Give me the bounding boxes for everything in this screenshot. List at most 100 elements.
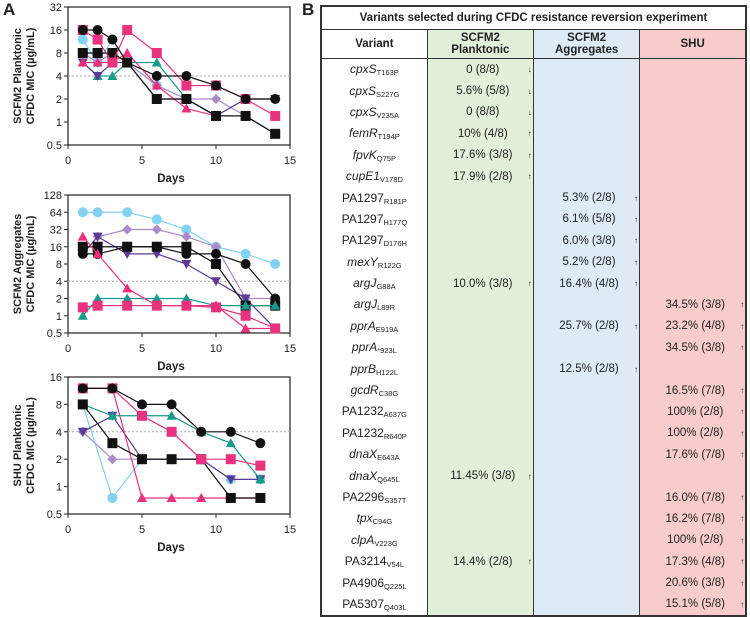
data-point — [225, 492, 236, 503]
frequency-value: 14.4% (2/8) — [453, 555, 513, 568]
data-point — [211, 248, 221, 259]
data-point — [151, 293, 162, 303]
gene-name: tpx — [356, 511, 373, 526]
data-point — [270, 128, 281, 139]
data-point — [107, 71, 118, 80]
data-point — [255, 474, 266, 484]
variant-cell: tpxC94G — [321, 508, 428, 530]
arrow-up-icon: ↑ — [634, 257, 638, 267]
mutation: *923L — [377, 346, 397, 356]
mutation: C94G — [372, 517, 393, 527]
arrow-up-icon: ↑ — [634, 214, 638, 224]
arrow-up-icon: ↑ — [740, 557, 745, 567]
data-point — [77, 25, 88, 35]
data-point — [122, 249, 133, 259]
frequency-value: 0 (8/8) — [466, 106, 500, 119]
shu-cell: 20.6% (3/8) ↑ — [639, 572, 746, 594]
shu-cell — [639, 58, 746, 81]
arrow-up-icon: ↑ — [740, 493, 745, 502]
y-axis-title: CFDC MIC (µg/mL) — [25, 27, 37, 124]
variant-cell: fpvKQ75P — [321, 144, 428, 166]
mutation: H122L — [376, 367, 399, 377]
data-point — [151, 94, 162, 104]
y-axis-title: SCFM2 Aggregates — [12, 214, 24, 314]
frequency-value: 17.3% (4/8) — [665, 555, 725, 568]
header-scfm2-aggregates: SCFM2 Aggregates — [533, 29, 641, 59]
variant-cell: cpxSV235A — [321, 101, 428, 124]
gene-name: clpA — [351, 532, 375, 547]
data-point — [77, 57, 88, 67]
arrow-up-icon: ↑ — [740, 535, 745, 545]
data-point — [255, 492, 266, 503]
gene-name: PA1232 — [342, 425, 384, 440]
frequency-value: 5.2% (2/8) — [562, 256, 616, 269]
planktonic-cell: 11.45% (3/8) ↑ — [427, 465, 535, 487]
series-line — [82, 228, 276, 300]
gene-name: argJ — [353, 297, 378, 312]
table-row: fpvKQ75P 17.6% (3/8) ↑ — [321, 144, 746, 166]
table-row: dnaXE643A 17.6% (7/8) ↑ — [321, 444, 746, 466]
mutation: Q225L — [384, 581, 407, 591]
arrow-down-icon: ↓ — [527, 65, 532, 75]
x-tick-label: 0 — [65, 343, 71, 355]
data-point — [107, 438, 118, 449]
gene-name: PA4906 — [342, 575, 385, 590]
gene-name: pprA — [351, 340, 378, 355]
arrow-up-icon: ↑ — [740, 428, 745, 438]
series-lightblue-circle — [77, 207, 281, 269]
series-black-circle — [77, 241, 281, 304]
data-point — [92, 248, 103, 258]
series-darkpurple-triangle-down — [77, 411, 266, 485]
data-point — [137, 492, 147, 502]
variant-cell: pprBH122L — [321, 358, 428, 380]
gene-name: PA3214 — [344, 554, 387, 569]
arrow-up-icon: ↑ — [527, 129, 532, 139]
mutation: L89R — [377, 303, 396, 313]
planktonic-cell: 5.6% (5/8) ↓ — [427, 80, 535, 102]
planktonic-cell: 14.4% (2/8) ↑ — [427, 550, 535, 573]
x-tick-label: 10 — [210, 524, 222, 536]
gene-name: dnaX — [349, 447, 378, 462]
x-axis-title: Days — [157, 542, 185, 554]
y-tick-label: 2 — [56, 94, 62, 106]
data-point — [255, 460, 266, 471]
data-point — [211, 300, 221, 310]
data-point — [107, 454, 118, 465]
chart-2: 0.5 1 2 4 8 16 32 64 128 0 5 10 15 Days SCFM2 Aggregat… — [12, 190, 296, 373]
shu-cell — [639, 251, 746, 273]
frequency-value: 5.3% (2/8) — [562, 192, 616, 205]
planktonic-cell — [427, 315, 535, 338]
data-point — [107, 57, 118, 68]
gene-name: pprA — [350, 318, 376, 333]
data-point — [92, 207, 103, 218]
data-point — [151, 48, 162, 58]
arrow-up-icon: ↑ — [740, 300, 745, 310]
frequency-value: 34.5% (3/8) — [665, 341, 725, 354]
data-point — [77, 207, 88, 218]
mutation: Q403L — [384, 602, 407, 612]
data-point — [166, 454, 177, 465]
data-point — [122, 25, 133, 35]
frequency-value: 25.7% (2/8) — [559, 320, 619, 333]
variant-cell: mexYR122G — [321, 251, 428, 273]
frequency-value: 6.1% (5/8) — [562, 213, 616, 226]
data-point — [181, 80, 192, 91]
table-row: cupE1V178D 17.9% (2/8) ↑ — [321, 165, 746, 188]
shu-cell: 17.3% (4/8) ↑ — [639, 550, 746, 573]
data-point — [166, 399, 177, 410]
planktonic-cell — [427, 593, 535, 617]
frequency-value: 23.2% (4/8) — [665, 320, 725, 333]
data-point — [225, 426, 236, 437]
x-axis-title: Days — [157, 173, 185, 185]
frequency-value: 17.9% (2/8) — [453, 170, 513, 183]
frequency-value: 16.4% (4/8) — [559, 277, 619, 290]
mutation: R122G — [377, 260, 402, 270]
planktonic-cell: 17.9% (2/8) ↑ — [427, 165, 535, 188]
data-point — [240, 294, 251, 304]
table-row: argJG88A 10.0% (3/8) ↑ 16.4% (4/8) ↑ — [321, 272, 746, 295]
y-tick-label: 16 — [50, 372, 62, 384]
planktonic-cell — [427, 422, 535, 445]
frequency-value: 100% (2/8) — [667, 534, 724, 547]
panel-a-label: A — [3, 0, 16, 19]
table-row: PA4906Q225L 20.6% (3/8) ↑ — [321, 572, 746, 594]
